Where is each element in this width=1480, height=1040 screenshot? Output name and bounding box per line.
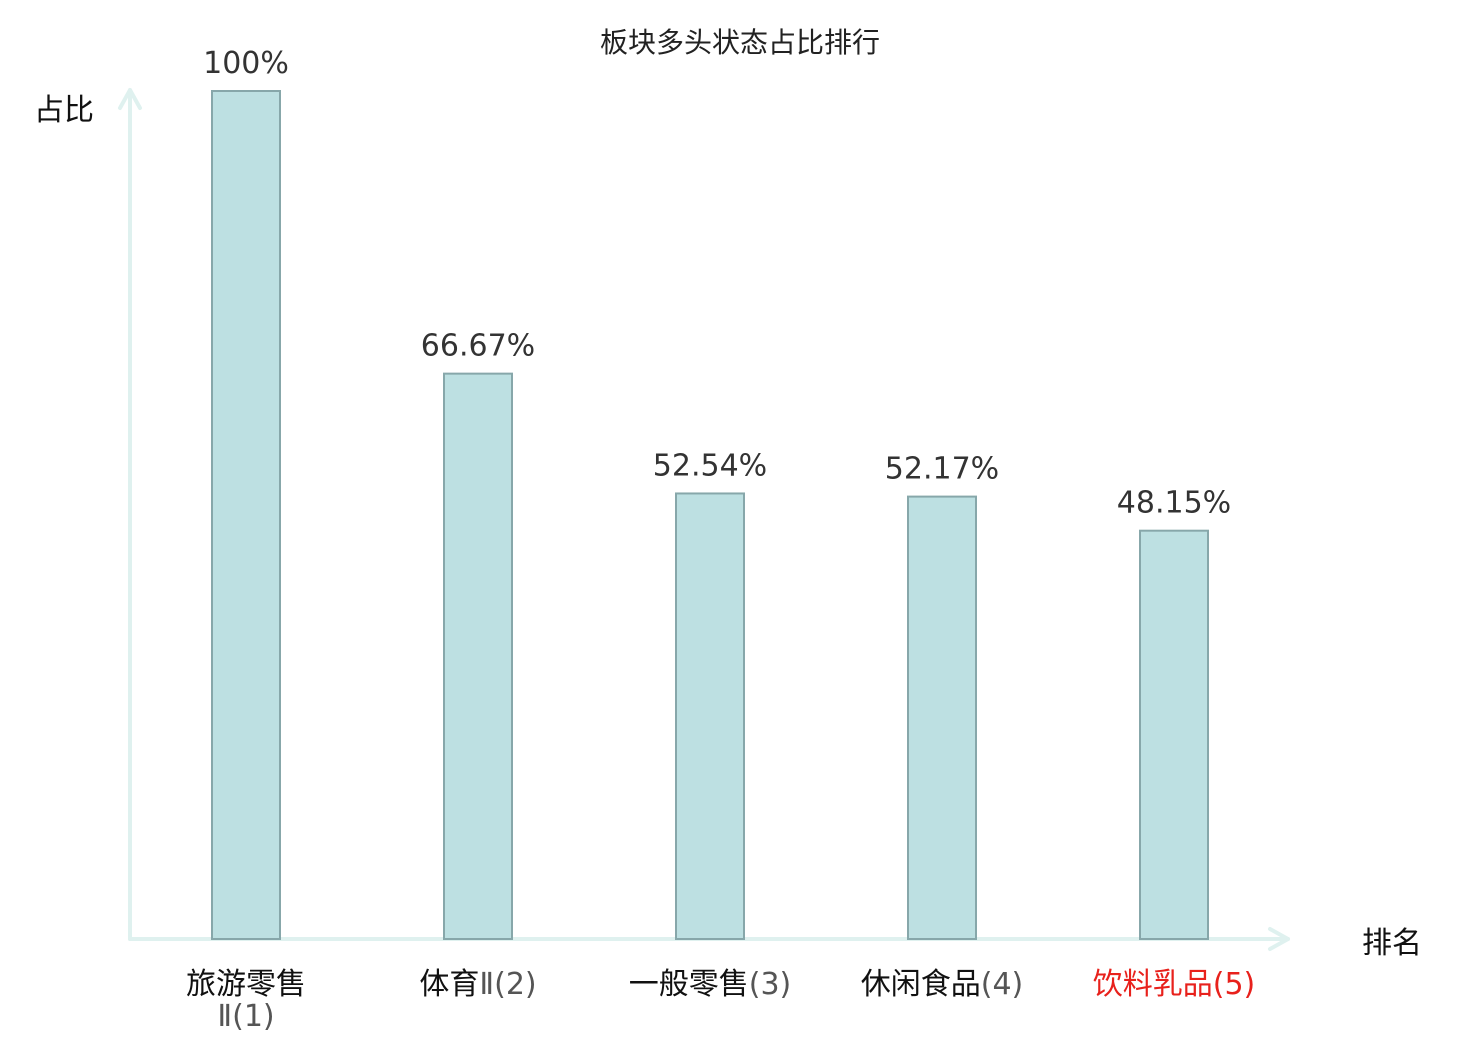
x-tick-label-3: 一般零售(3) bbox=[629, 967, 792, 1002]
bar-1 bbox=[211, 90, 281, 940]
y-axis-label: 占比 bbox=[34, 93, 94, 128]
x-tick-label-1: 旅游零售 Ⅱ(1) bbox=[186, 967, 306, 1034]
category-labels-group: 旅游零售 Ⅱ(1) 体育Ⅱ(2) 一般零售(3) 休闲食品(4) 饮料乳品(5) bbox=[186, 967, 1255, 1034]
bar-5 bbox=[1139, 529, 1209, 940]
data-label-5: 48.15% bbox=[1117, 486, 1231, 521]
x-axis-arrow-icon bbox=[1268, 927, 1290, 951]
x-axis-label: 排名 bbox=[1362, 926, 1422, 961]
data-label-3: 52.54% bbox=[653, 448, 767, 483]
x-tick-label-5: 饮料乳品(5) bbox=[1093, 967, 1256, 1002]
chart-title: 板块多头状态占比排行 bbox=[600, 26, 880, 59]
bar-2 bbox=[443, 372, 513, 940]
x-tick-label-2: 体育Ⅱ(2) bbox=[419, 967, 536, 1002]
data-label-4: 52.17% bbox=[885, 452, 999, 487]
bar-4 bbox=[907, 495, 977, 940]
x-tick-label-4: 休闲食品(4) bbox=[861, 967, 1024, 1002]
bar-3 bbox=[675, 492, 745, 940]
y-axis-arrow-icon bbox=[118, 88, 142, 110]
value-labels-group: 100% 66.67% 52.54% 52.17% 48.15% bbox=[203, 46, 1231, 521]
data-label-2: 66.67% bbox=[421, 329, 535, 364]
data-label-1: 100% bbox=[203, 46, 289, 81]
bars-group bbox=[211, 90, 1209, 940]
